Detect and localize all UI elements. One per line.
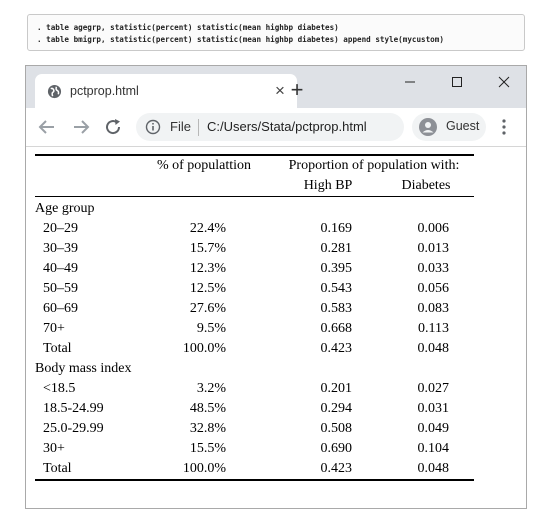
- row-high-bp: 0.395: [320, 261, 353, 276]
- back-arrow-icon[interactable]: [36, 116, 58, 138]
- profile-button[interactable]: Guest: [412, 113, 486, 141]
- row-pct: 22.4%: [189, 221, 226, 236]
- row-label: 30–39: [43, 241, 78, 256]
- page-content: % of populattion Proportion of populatio…: [26, 147, 526, 508]
- kebab-menu-icon[interactable]: [499, 118, 509, 136]
- row-label: 18.5-24.99: [43, 401, 104, 416]
- command-line-1: . table agegrp, statistic(percent) stati…: [37, 23, 339, 32]
- command-line-2: . table bmigrp, statistic(percent) stati…: [37, 35, 444, 44]
- header-diabetes: Diabetes: [401, 178, 451, 193]
- stata-command-box: . table agegrp, statistic(percent) stati…: [27, 14, 525, 51]
- browser-toolbar: File C:/Users/Stata/pctprop.html Guest: [26, 108, 526, 147]
- close-icon[interactable]: ×: [275, 81, 285, 100]
- minimize-icon[interactable]: [398, 72, 422, 92]
- row-diabetes: 0.056: [417, 281, 450, 296]
- row-pct: 27.6%: [189, 301, 226, 316]
- address-separator: [198, 119, 199, 136]
- row-label: Total: [43, 461, 72, 476]
- close-window-icon[interactable]: [492, 72, 516, 92]
- row-label: 60–69: [43, 301, 78, 316]
- table-bottom-rule: [35, 479, 474, 481]
- info-icon[interactable]: [145, 119, 161, 135]
- header-proportion: Proportion of population with:: [288, 158, 460, 173]
- row-diabetes: 0.049: [417, 421, 450, 436]
- row-pct: 100.0%: [182, 461, 226, 476]
- row-label: Total: [43, 341, 72, 356]
- group-title: Body mass index: [35, 361, 132, 376]
- row-diabetes: 0.048: [417, 461, 450, 476]
- header-pct: % of populattion: [156, 158, 252, 173]
- reload-icon[interactable]: [102, 116, 124, 138]
- row-pct: 48.5%: [189, 401, 226, 416]
- row-high-bp: 0.668: [320, 321, 353, 336]
- row-high-bp: 0.294: [320, 401, 353, 416]
- row-label: <18.5: [43, 381, 76, 396]
- row-diabetes: 0.033: [417, 261, 450, 276]
- row-label: 40–49: [43, 261, 78, 276]
- row-pct: 15.7%: [189, 241, 226, 256]
- plus-icon[interactable]: +: [290, 77, 304, 102]
- row-high-bp: 0.423: [320, 461, 353, 476]
- row-diabetes: 0.083: [417, 301, 450, 316]
- row-diabetes: 0.006: [417, 221, 450, 236]
- avatar-icon: [419, 118, 437, 136]
- row-pct: 32.8%: [189, 421, 226, 436]
- row-high-bp: 0.423: [320, 341, 353, 356]
- row-label: 20–29: [43, 221, 78, 236]
- forward-arrow-icon[interactable]: [70, 116, 92, 138]
- row-pct: 15.5%: [189, 441, 226, 456]
- table-top-rule: [35, 154, 474, 156]
- row-pct: 12.5%: [189, 281, 226, 296]
- maximize-icon[interactable]: [445, 72, 469, 92]
- header-high-bp: High BP: [303, 178, 353, 193]
- row-label: 30+: [43, 441, 65, 456]
- row-label: 70+: [43, 321, 65, 336]
- globe-icon: [47, 84, 62, 99]
- group-title: Age group: [35, 201, 95, 216]
- row-diabetes: 0.104: [417, 441, 450, 456]
- row-label: 50–59: [43, 281, 78, 296]
- url-text[interactable]: C:/Users/Stata/pctprop.html: [207, 119, 367, 134]
- row-diabetes: 0.113: [418, 321, 449, 336]
- profile-label: Guest: [446, 119, 480, 133]
- file-scheme-label: File: [170, 119, 191, 134]
- row-label: 25.0-29.99: [43, 421, 104, 436]
- row-pct: 100.0%: [182, 341, 226, 356]
- row-high-bp: 0.543: [320, 281, 353, 296]
- row-diabetes: 0.031: [417, 401, 450, 416]
- row-pct: 9.5%: [196, 321, 226, 336]
- row-high-bp: 0.508: [320, 421, 353, 436]
- row-high-bp: 0.169: [320, 221, 353, 236]
- browser-tab[interactable]: pctprop.html ×: [35, 74, 297, 108]
- row-pct: 12.3%: [189, 261, 226, 276]
- tab-title: pctprop.html: [70, 84, 139, 98]
- row-diabetes: 0.048: [417, 341, 450, 356]
- address-bar[interactable]: File C:/Users/Stata/pctprop.html: [136, 113, 404, 141]
- header-rule: [35, 196, 474, 197]
- row-high-bp: 0.201: [320, 381, 353, 396]
- row-high-bp: 0.583: [320, 301, 353, 316]
- row-pct: 3.2%: [196, 381, 226, 396]
- row-high-bp: 0.690: [320, 441, 353, 456]
- row-diabetes: 0.013: [417, 241, 450, 256]
- row-diabetes: 0.027: [417, 381, 450, 396]
- browser-window: pctprop.html × +: [25, 65, 527, 509]
- row-high-bp: 0.281: [320, 241, 353, 256]
- title-bar: pctprop.html × +: [26, 66, 526, 108]
